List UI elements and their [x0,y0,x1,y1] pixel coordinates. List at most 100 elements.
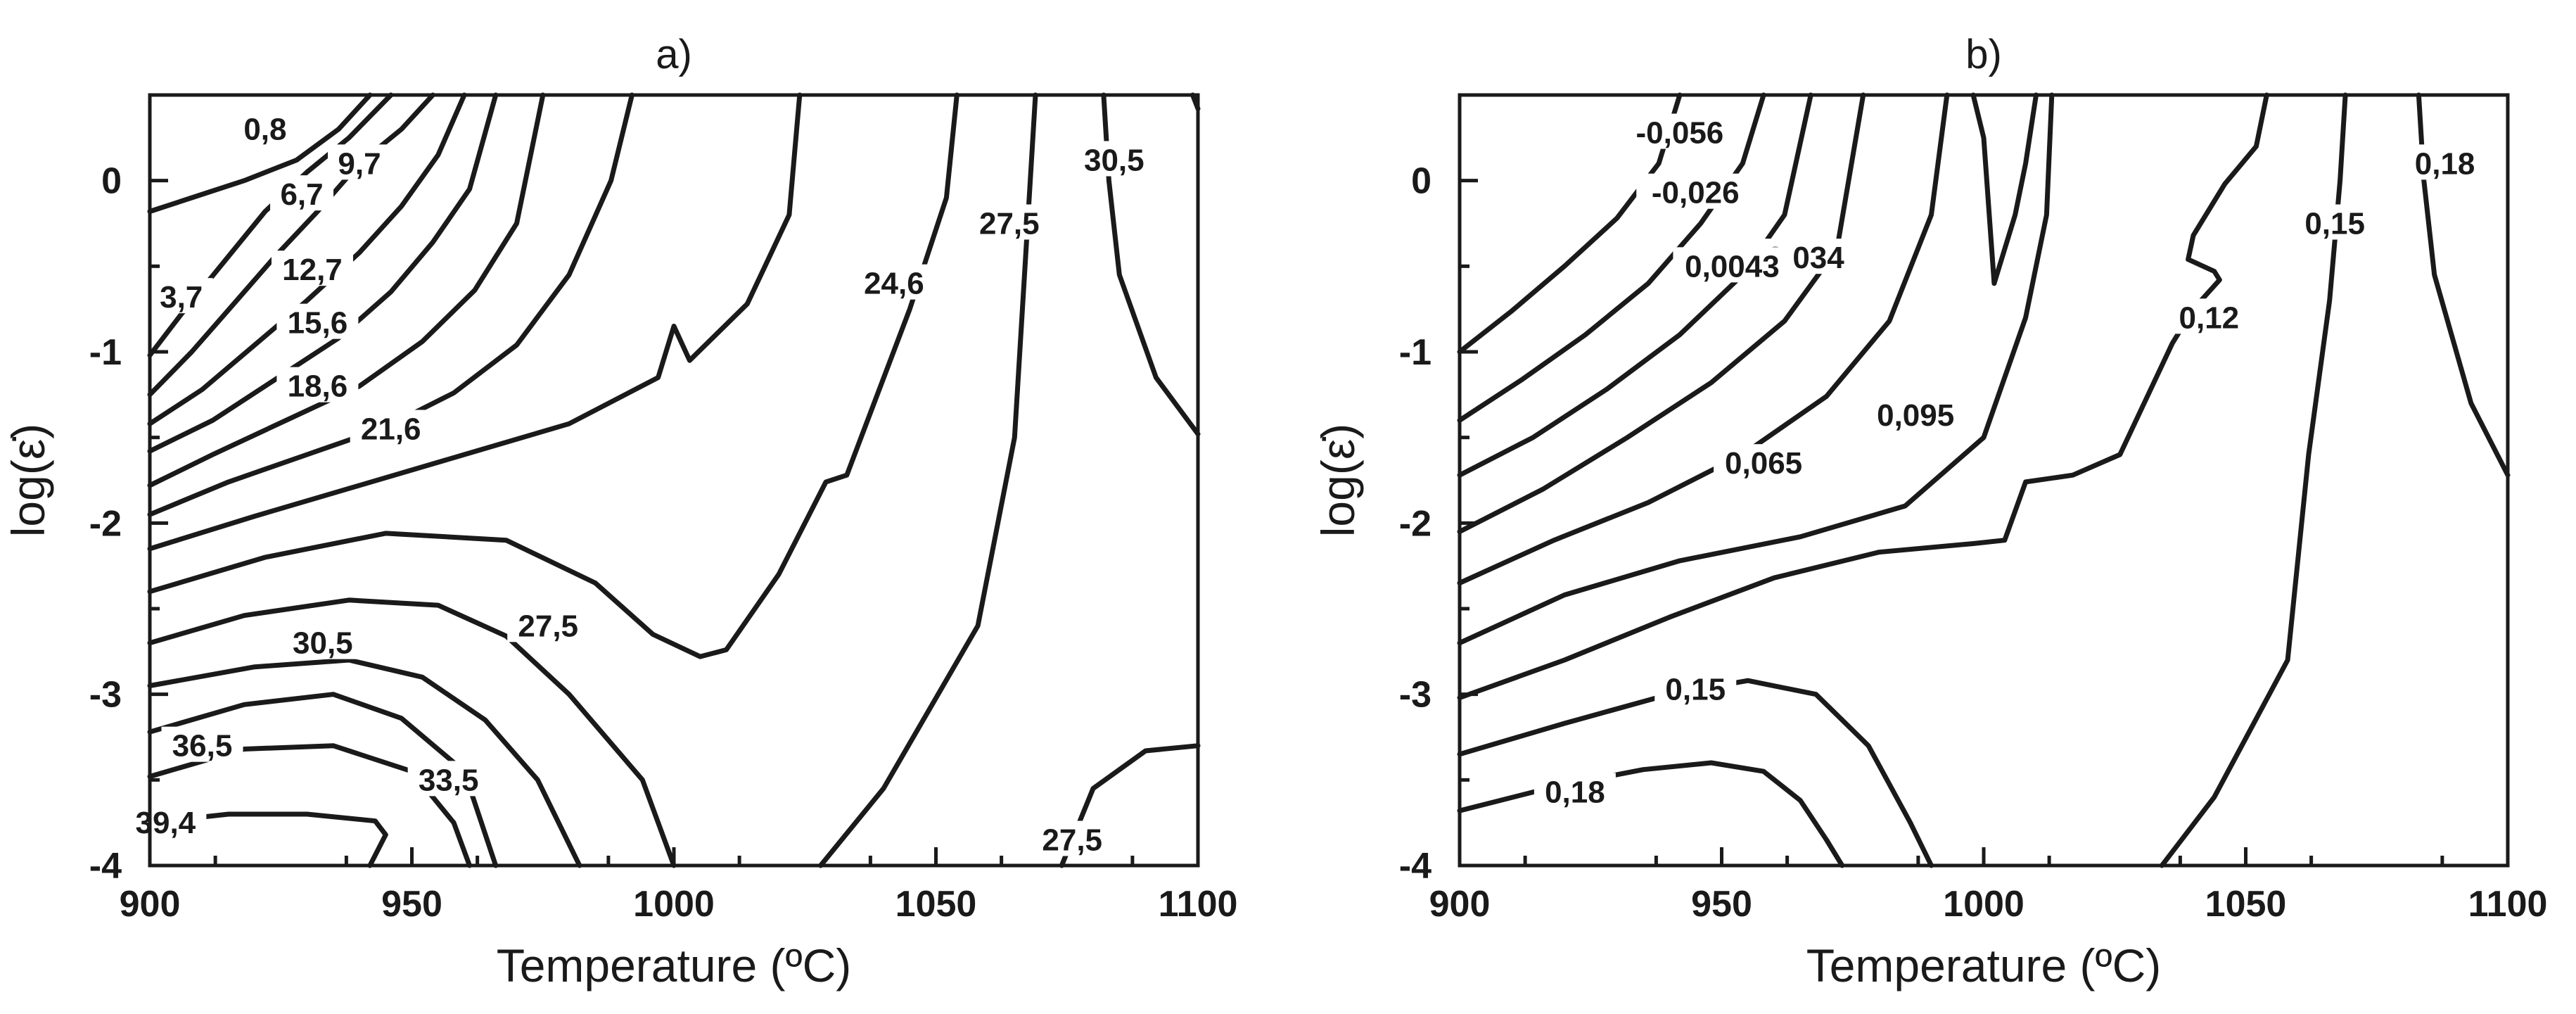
panel-a-x-tick-label-4: 1100 [1159,884,1238,925]
panel-a-contour-label-bg-4 [271,251,353,286]
panel-a-contour-line-0 [147,92,373,214]
panel-a-contour-label-4: 12,7 [282,253,343,287]
panel-b-contour-line-8 [1457,678,1934,868]
panel-a-contour-line-13 [147,811,388,868]
panel-a-x-tick-label-0: 900 [120,884,181,925]
panel-b-x-tick-label-3: 1050 [2205,884,2287,925]
panel-a-contour-label-bg-1 [328,144,391,180]
panel-b-contour-label-bg-8 [1714,444,1814,480]
panel-b-contour-line-5 [1457,92,2055,646]
panel-a-contour-label-bg-6 [276,367,359,403]
panel-a-contour-line-10 [147,657,582,868]
panel-a-y-tick-label-1: -1 [89,332,122,373]
panel-a-contour-label-2: 6,7 [280,177,323,212]
panel-b-x-tick-label-2: 1000 [1943,884,2025,925]
panel-b-contour-label-3: 0,0043 [1685,249,1780,284]
panel-b-contour-line-1 [1457,92,1766,423]
panel-a-contour-line-7 [147,92,803,552]
panel-a-contour-label-0: 0,8 [243,113,286,147]
panel-b-y-tick-label-3: -3 [1399,675,1432,716]
panel-a-x-tick-label-3: 1050 [895,884,977,925]
panel-b-contour-line-10 [2159,92,2348,868]
panel-a-contour-line-6 [147,92,635,517]
panel-a-contour-line-5 [147,92,546,488]
panel-b-contour-label-bg-9 [1654,670,1737,706]
panel-a-contour-label-16: 27,5 [1042,823,1102,858]
panel-b-y-axis-label: log(ε̇) [1312,424,1364,537]
panel-a-contour-label-5: 15,6 [288,306,348,341]
panel-b-contour-label-10: 0,18 [1545,775,1605,809]
panel-a-title: a) [656,32,692,77]
panel-b-x-tick-label-0: 900 [1429,884,1491,925]
panel-a-contour-label-bg-2 [270,175,334,211]
panel-a-x-tick-label-1: 950 [381,884,442,925]
panel-b-y-tick-label-2: -2 [1399,503,1432,544]
panel-b-contour-label-9: 0,15 [1665,672,1726,706]
panel-a-contour-label-8: 24,6 [864,267,924,301]
panel-a-contour-line-8 [147,92,959,659]
panel-b-contour-label-4: 0,12 [2179,300,2240,335]
panel-b-x-axis-label: Temperature (ºC) [1806,939,2162,991]
panel-a-contour-label-7: 21,6 [361,412,421,447]
panel-a-y-tick-label-4: -4 [89,846,122,887]
panel-b-contour-label-0: -0,056 [1636,116,1724,151]
panel-a-x-axis-label: Temperature (ºC) [497,939,852,991]
panel-a-contour-label-bg-8 [853,264,935,300]
panel-a-contour-plot: a) 0,8 9,7 6,7 3,7 12,7 15,6 18,6 21,6 24,6 27,5 30… [2,32,1237,991]
panel-b-y-tick-label-0: 0 [1411,161,1432,202]
panel-a-contour-label-11: 27,5 [518,609,578,643]
panel-b-contour-line-9 [1457,760,1845,868]
panel-a-y-tick-label-3: -3 [89,675,122,716]
panel-b-x-tick-label-1: 950 [1691,884,1752,925]
panel-b-contour-label-1: -0,026 [1652,176,1740,210]
panel-b-contour-line-4 [1457,92,1950,585]
panel-a-y-tick-label-2: -2 [89,503,122,544]
panel-b-contour-label-bg-3 [1673,247,1792,283]
panel-a-contour-label-bg-7 [350,410,432,445]
panel-b-contour-plot: b)-0,056-0,0260,0340,00430,120,150,180,0… [1312,32,2547,991]
panel-a-contour-label-bg-13 [161,726,243,762]
panel-b-contour-label-6: 0,18 [2415,146,2475,181]
panel-b-contour-label-bg-6 [2404,144,2486,180]
panel-a-contour-label-bg-9 [968,204,1050,240]
panel-a-contour-label-bg-16 [1031,820,1114,856]
panel-a-contour-label-1: 9,7 [338,146,381,181]
panel-b-contour-label-bg-4 [2168,298,2250,334]
panel-a-y-axis-label: log(ε̇) [2,424,54,537]
panel-b-contour-label-bg-5 [2294,204,2376,240]
panel-a-contour-label-6: 18,6 [288,369,348,404]
panel-b-contour-line-7 [1970,92,2039,286]
panel-a-contour-label-3: 3,7 [160,280,203,315]
panel-b-contour-label-bg-0 [1620,113,1739,149]
panel-b-contour-label-bg-1 [1636,173,1755,209]
panel-a-contour-line-9 [147,597,677,868]
panel-b-contour-label-bg-7 [1866,396,1966,432]
panel-a-contour-label-bg-10 [1073,141,1155,177]
panel-a-contour-label-12: 30,5 [293,626,353,661]
panel-a-contour-label-bg-14 [407,761,490,797]
panel-a-contour-label-15: 39,4 [136,806,196,840]
panel-b-contour-label-5: 0,15 [2304,207,2365,241]
panel-a-contour-label-bg-11 [507,607,589,642]
panel-a-contour-label-bg-3 [149,278,213,314]
panel-a-contour-label-bg-15 [125,804,207,839]
panel-b-contour-label-8: 0,065 [1725,446,1802,481]
panel-a-contour-label-bg-12 [281,623,364,659]
panel-b-contour-line-6 [1457,92,2269,700]
panel-a-contour-label-14: 33,5 [419,763,479,797]
panel-b-title: b) [1965,32,2002,77]
panel-a-contour-line-2 [147,92,435,398]
panel-a-contour-label-10: 30,5 [1084,143,1144,177]
panel-a-contour-label-9: 27,5 [979,207,1040,241]
panel-a-contour-line-14 [818,92,1038,868]
panel-b-contour-label-bg-10 [1534,773,1616,809]
panel-a-y-tick-label-0: 0 [101,161,122,202]
panel-a-contour-line-1 [147,92,394,358]
panel-b-y-tick-label-4: -4 [1399,846,1432,887]
panel-a-contour-label-bg-5 [276,303,359,339]
panel-b-y-tick-label-1: -1 [1399,332,1432,373]
panel-a-contour-line-4 [147,92,499,454]
panel-a-x-tick-label-2: 1000 [633,884,715,925]
panel-b-contour-line-0 [1457,92,1683,355]
